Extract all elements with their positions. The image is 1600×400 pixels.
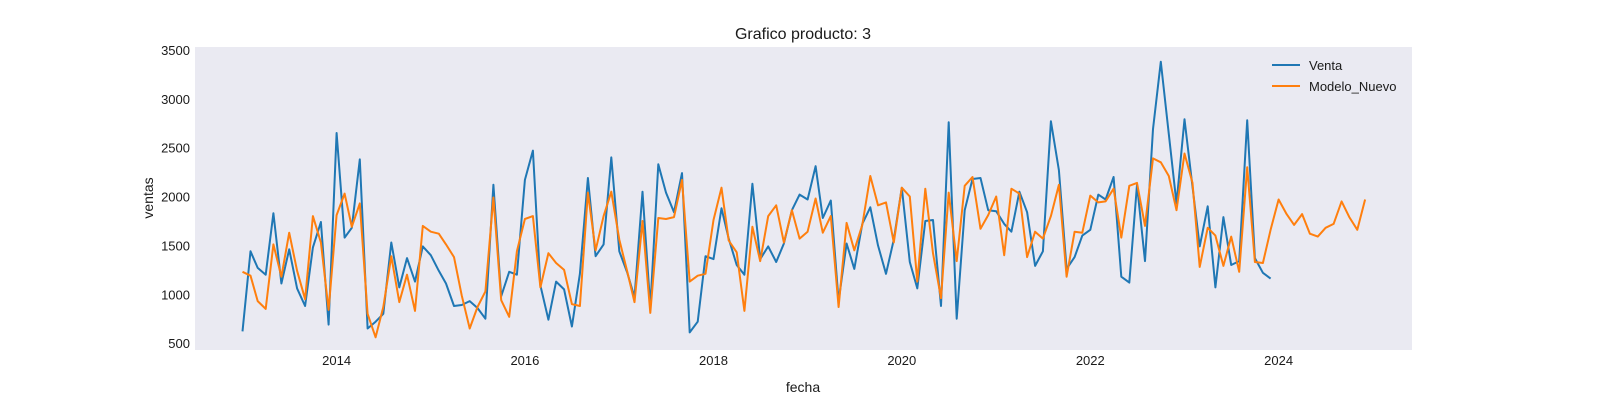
plot-area	[195, 47, 1412, 350]
legend: Venta Modelo_Nuevo	[1272, 58, 1396, 94]
y-tick-label: 2500	[161, 141, 190, 156]
x-tick-label: 2014	[322, 353, 351, 368]
chart-title: Grafico producto: 3	[735, 26, 871, 43]
x-tick-label: 2024	[1264, 353, 1293, 368]
x-tick-label: 2022	[1076, 353, 1105, 368]
y-tick-label: 1500	[161, 238, 190, 253]
y-tick-label: 3000	[161, 92, 190, 107]
x-tick-labels: 2014 2016 2018 2020 2022 2024	[322, 353, 1293, 368]
series-lines	[241, 60, 1367, 339]
legend-label-modelo-nuevo: Modelo_Nuevo	[1309, 79, 1396, 94]
y-tick-labels: 500 1000 1500 2000 2500 3000 3500	[161, 43, 190, 351]
series-line-modelo-nuevo	[242, 152, 1367, 339]
x-tick-label: 2016	[510, 353, 539, 368]
y-tick-label: 2000	[161, 190, 190, 205]
series-line-venta	[241, 60, 1272, 334]
legend-label-venta: Venta	[1309, 58, 1343, 73]
y-tick-label: 500	[168, 336, 190, 351]
y-tick-label: 3500	[161, 43, 190, 58]
y-tick-label: 1000	[161, 287, 190, 302]
x-axis-label: fecha	[786, 379, 820, 395]
x-tick-label: 2018	[699, 353, 728, 368]
x-tick-label: 2020	[887, 353, 916, 368]
y-axis-label: ventas	[140, 177, 156, 218]
